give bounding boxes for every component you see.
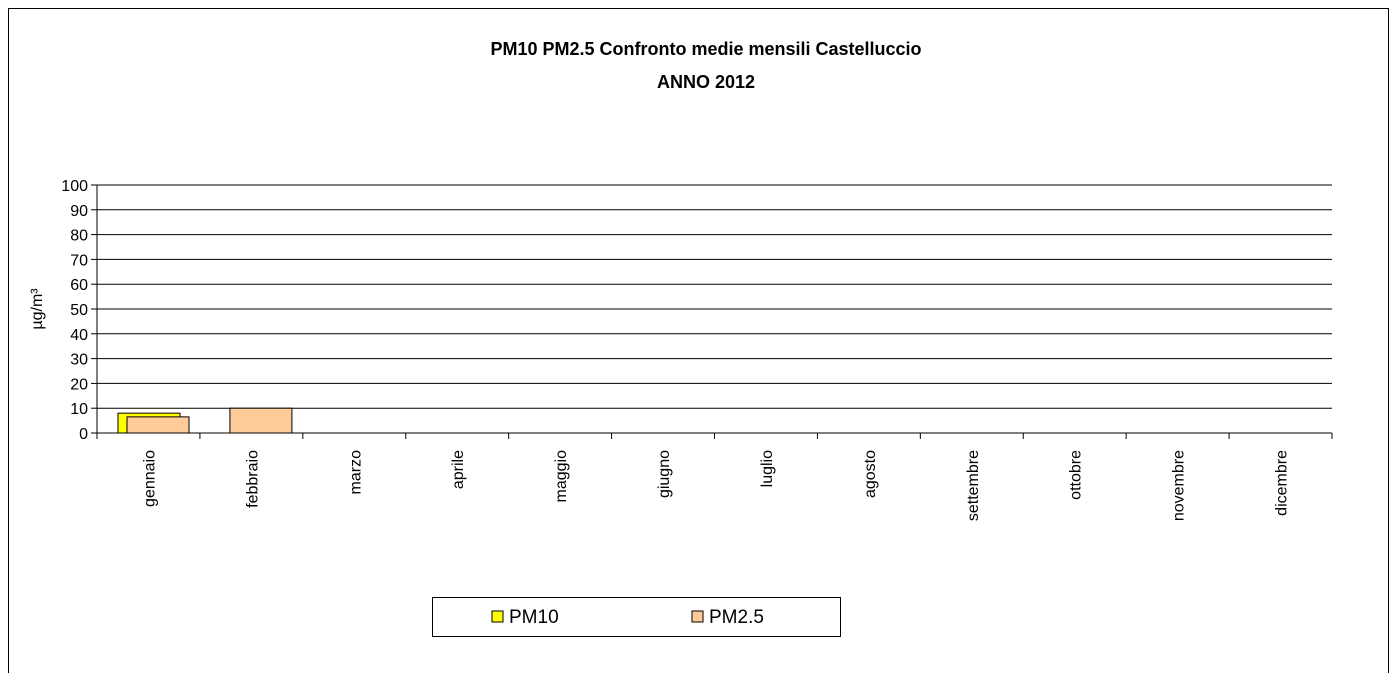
x-tick-label: maggio [553,450,570,503]
legend-label: PM10 [509,607,559,628]
y-tick-label: 100 [61,178,88,195]
legend-label: PM2.5 [709,607,764,628]
y-tick-label: 0 [79,426,88,443]
y-tick-label: 50 [70,302,88,319]
bar [229,407,293,434]
chart-frame [8,8,1389,673]
x-tick-label: ottobre [1068,450,1085,500]
x-tick-label: luglio [759,450,776,487]
y-tick-label: 90 [70,203,88,220]
legend-swatch [491,610,504,623]
y-axis-label: µg/m³ [29,288,46,330]
x-tick-label: agosto [862,450,879,498]
chart-title: PM10 PM2.5 Confronto medie mensili Caste… [490,39,921,59]
legend-swatch [691,610,704,623]
y-tick-label: 60 [70,277,88,294]
x-tick-label: marzo [347,450,364,495]
y-tick-label: 70 [70,252,88,269]
y-tick-label: 80 [70,228,88,245]
x-tick-label: gennaio [141,450,158,507]
x-tick-label: dicembre [1274,450,1291,516]
y-tick-label: 30 [70,352,88,369]
y-tick-label: 20 [70,376,88,393]
y-tick-label: 10 [70,401,88,418]
x-tick-label: settembre [965,450,982,521]
y-tick-label: 40 [70,327,88,344]
x-tick-label: aprile [450,450,467,489]
bar [126,416,190,434]
x-tick-label: novembre [1171,450,1188,521]
x-tick-label: giugno [656,450,673,498]
x-tick-label: febbraio [244,450,261,508]
chart-subtitle: ANNO 2012 [657,72,755,92]
